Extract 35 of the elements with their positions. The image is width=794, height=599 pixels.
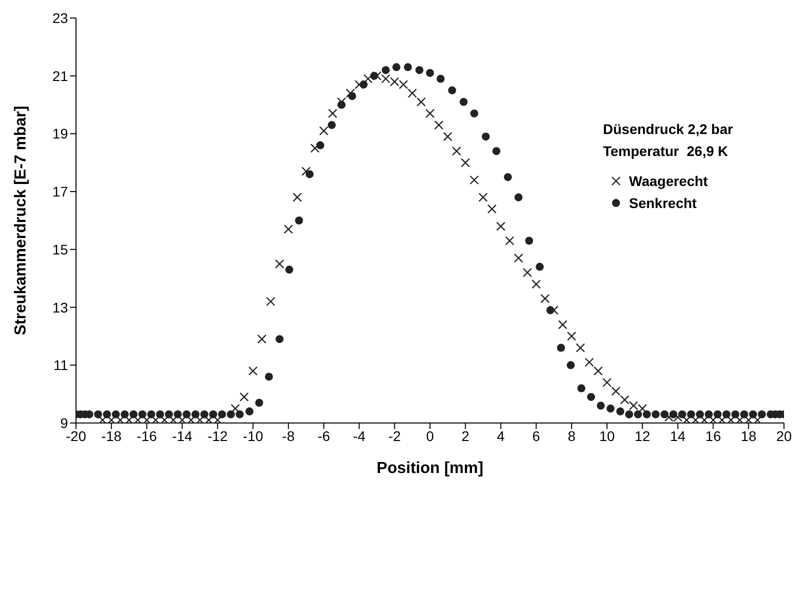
y-tick-label: 23 [52, 10, 68, 26]
x-tick-label: 0 [426, 428, 434, 444]
y-tick-label: 21 [52, 68, 68, 84]
y-tick-label: 17 [52, 184, 68, 200]
x-tick-label: 14 [670, 428, 686, 444]
x-tick-label: 18 [740, 428, 757, 444]
x-tick-label: 4 [496, 428, 505, 444]
x-tick-label: -2 [388, 428, 402, 444]
y-axis-title: Streukammerdruck [E-7 mbar] [12, 106, 30, 336]
x-tick-label: -16 [136, 428, 158, 444]
y-tick-label: 19 [52, 126, 68, 142]
x-tick-label: -4 [352, 428, 366, 444]
y-tick-label: 15 [52, 241, 68, 258]
x-tick-label: -18 [101, 428, 122, 444]
y-tick-label: 13 [52, 299, 68, 316]
x-tick-label: -20 [66, 428, 86, 444]
annotation: Düsendruck 2,2 bar [603, 120, 734, 139]
y-tick-label: 11 [53, 357, 68, 374]
x-tick-label: 6 [532, 428, 540, 444]
x-tick-label: 12 [634, 428, 650, 444]
x-tick-label: 20 [776, 428, 792, 444]
legend-label: Senkrecht [629, 194, 697, 213]
legend-label: Waagerecht [629, 172, 708, 191]
x-tick-label: 16 [705, 428, 722, 444]
x-tick-label: -8 [282, 428, 295, 444]
x-tick-label: -10 [242, 428, 264, 444]
annotation: Temperatur 26,9 K [603, 142, 730, 161]
x-tick-label: 10 [599, 428, 615, 444]
x-tick-label: 8 [568, 428, 576, 444]
x-tick-label: -12 [207, 428, 228, 444]
x-axis-title: Position [mm] [376, 460, 484, 477]
x-tick-label: 2 [462, 428, 470, 444]
x-tick-label: -6 [318, 428, 330, 444]
x-tick-label: -14 [172, 428, 193, 444]
y-tick-label: 9 [60, 414, 68, 431]
